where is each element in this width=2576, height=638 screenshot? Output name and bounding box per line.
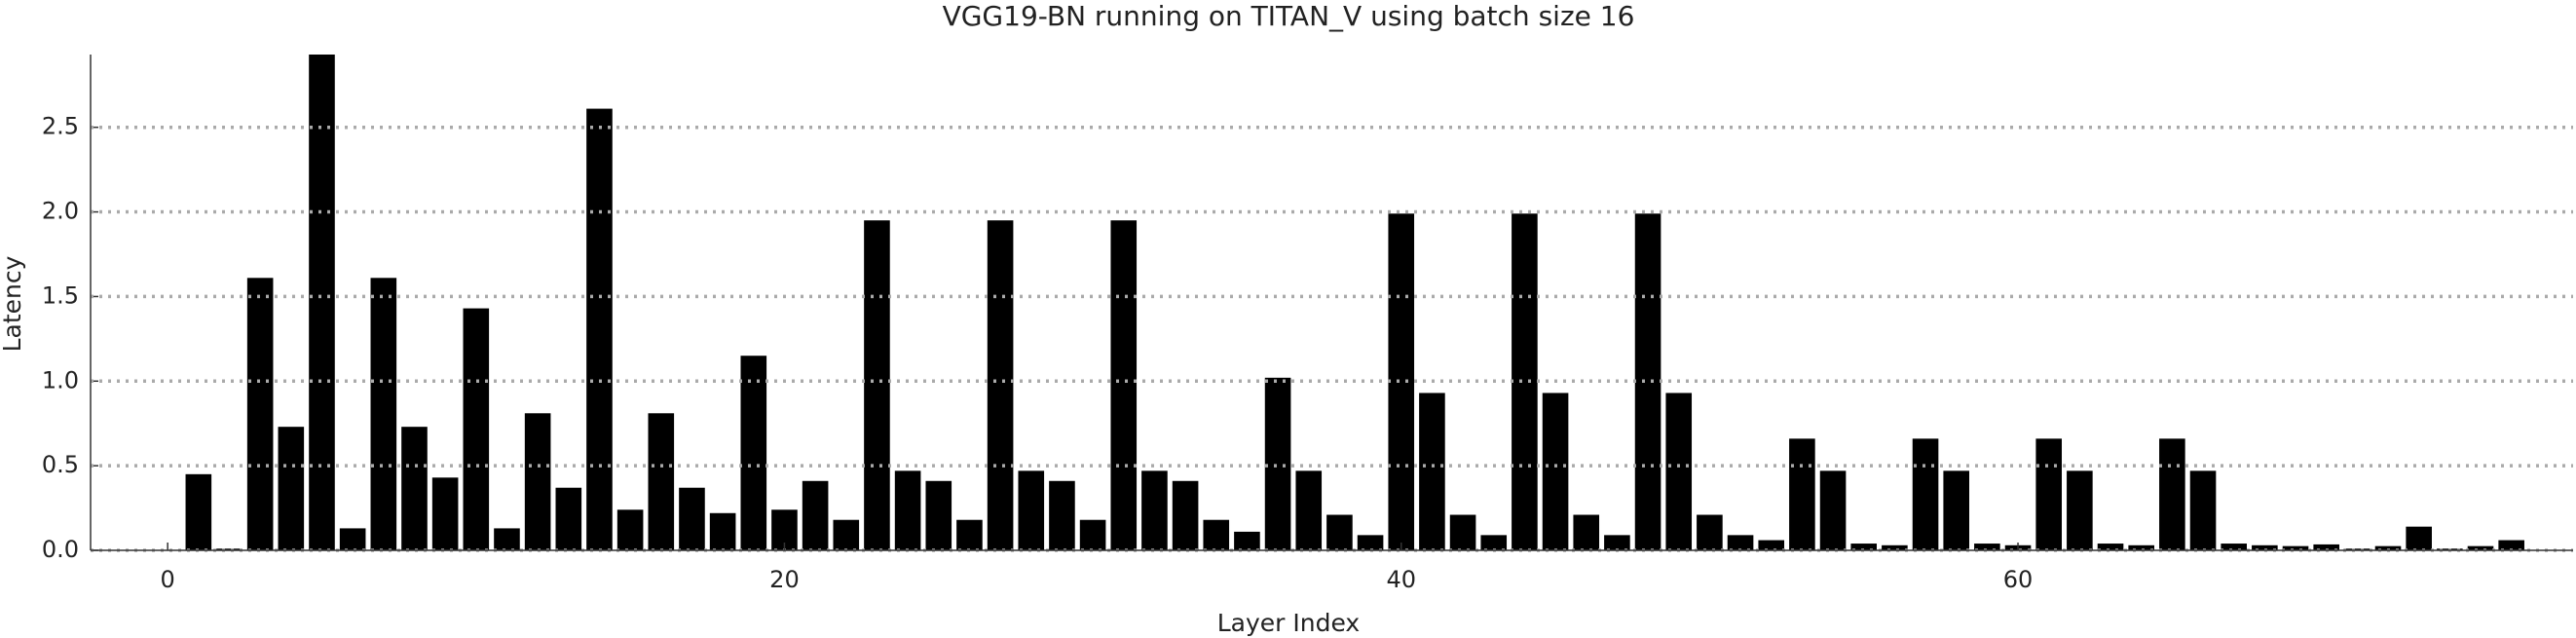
bar	[616, 509, 644, 550]
bar	[339, 528, 366, 550]
bar	[1295, 470, 1323, 550]
x-tick-label: 20	[769, 566, 800, 593]
bar	[1234, 531, 1260, 550]
bar	[2406, 526, 2432, 550]
x-tick-label: 0	[161, 566, 175, 593]
bar	[1388, 213, 1415, 550]
bar	[1604, 535, 1630, 550]
bar	[709, 512, 736, 550]
bar	[494, 528, 520, 550]
bar	[2221, 544, 2247, 550]
bar	[2097, 544, 2124, 550]
bar	[1079, 519, 1106, 550]
bar	[1542, 393, 1569, 550]
bar	[2467, 545, 2494, 550]
bar	[802, 480, 829, 550]
bar	[1110, 220, 1138, 550]
bar	[2067, 470, 2093, 550]
bar	[740, 356, 767, 550]
bar	[1819, 470, 1847, 550]
bar	[185, 473, 212, 550]
bar	[1326, 514, 1353, 550]
bar	[1141, 470, 1168, 550]
bar	[2252, 544, 2278, 550]
bar	[864, 220, 890, 550]
bar	[833, 519, 860, 550]
bar	[2035, 438, 2063, 550]
bar	[1727, 535, 1754, 550]
bar	[1943, 470, 1970, 550]
bar	[1882, 544, 1908, 550]
bar	[679, 487, 705, 550]
bar	[431, 477, 459, 550]
bar	[1634, 213, 1661, 550]
x-tick-label: 40	[1386, 566, 1416, 593]
bar	[1512, 213, 1538, 550]
y-axis-label: Latency	[0, 255, 26, 352]
y-tick-label: 2.0	[42, 198, 79, 225]
x-axis-label: Layer Index	[1217, 609, 1360, 637]
bar	[1758, 540, 1785, 550]
bar	[586, 108, 613, 550]
bar	[2128, 544, 2154, 550]
bar	[2282, 545, 2309, 550]
y-tick-label: 1.5	[42, 281, 79, 309]
bars	[185, 55, 2524, 550]
bar	[2344, 548, 2371, 550]
bar	[2189, 470, 2217, 550]
bar	[555, 487, 582, 550]
bar	[894, 470, 921, 550]
bar	[2159, 438, 2185, 550]
bar	[956, 519, 983, 550]
bar	[1573, 514, 1600, 550]
bar	[987, 220, 1014, 550]
bar	[246, 278, 274, 550]
bar	[216, 548, 243, 550]
bar	[1789, 438, 1815, 550]
bar	[401, 427, 428, 550]
bar	[1203, 519, 1230, 550]
bar	[2374, 545, 2402, 550]
bar	[648, 413, 675, 550]
bar	[463, 308, 490, 550]
bar	[1357, 535, 1384, 550]
bar	[1850, 544, 1878, 550]
bar	[1665, 393, 1693, 550]
bar	[1018, 470, 1045, 550]
bar	[2313, 544, 2339, 550]
bar	[1912, 438, 1939, 550]
x-tick-label: 60	[2003, 566, 2034, 593]
bar	[1974, 544, 2000, 550]
y-tick-label: 0.5	[42, 451, 79, 478]
bar	[1449, 514, 1476, 550]
bar	[278, 427, 305, 550]
y-tick-label: 1.0	[42, 366, 79, 394]
bar	[1049, 480, 1075, 550]
bar	[370, 278, 397, 550]
y-tick-label: 2.5	[42, 113, 79, 140]
bar	[925, 480, 952, 550]
bar	[2498, 540, 2524, 550]
bar	[1480, 535, 1508, 550]
y-tick-label: 0.0	[42, 536, 79, 563]
bar	[1264, 377, 1291, 550]
bar	[1697, 514, 1723, 550]
bar	[309, 55, 335, 550]
bar	[1172, 480, 1199, 550]
bar	[1419, 393, 1445, 550]
chart-title: VGG19-BN running on TITAN_V using batch …	[943, 0, 1635, 32]
bar	[524, 413, 551, 550]
